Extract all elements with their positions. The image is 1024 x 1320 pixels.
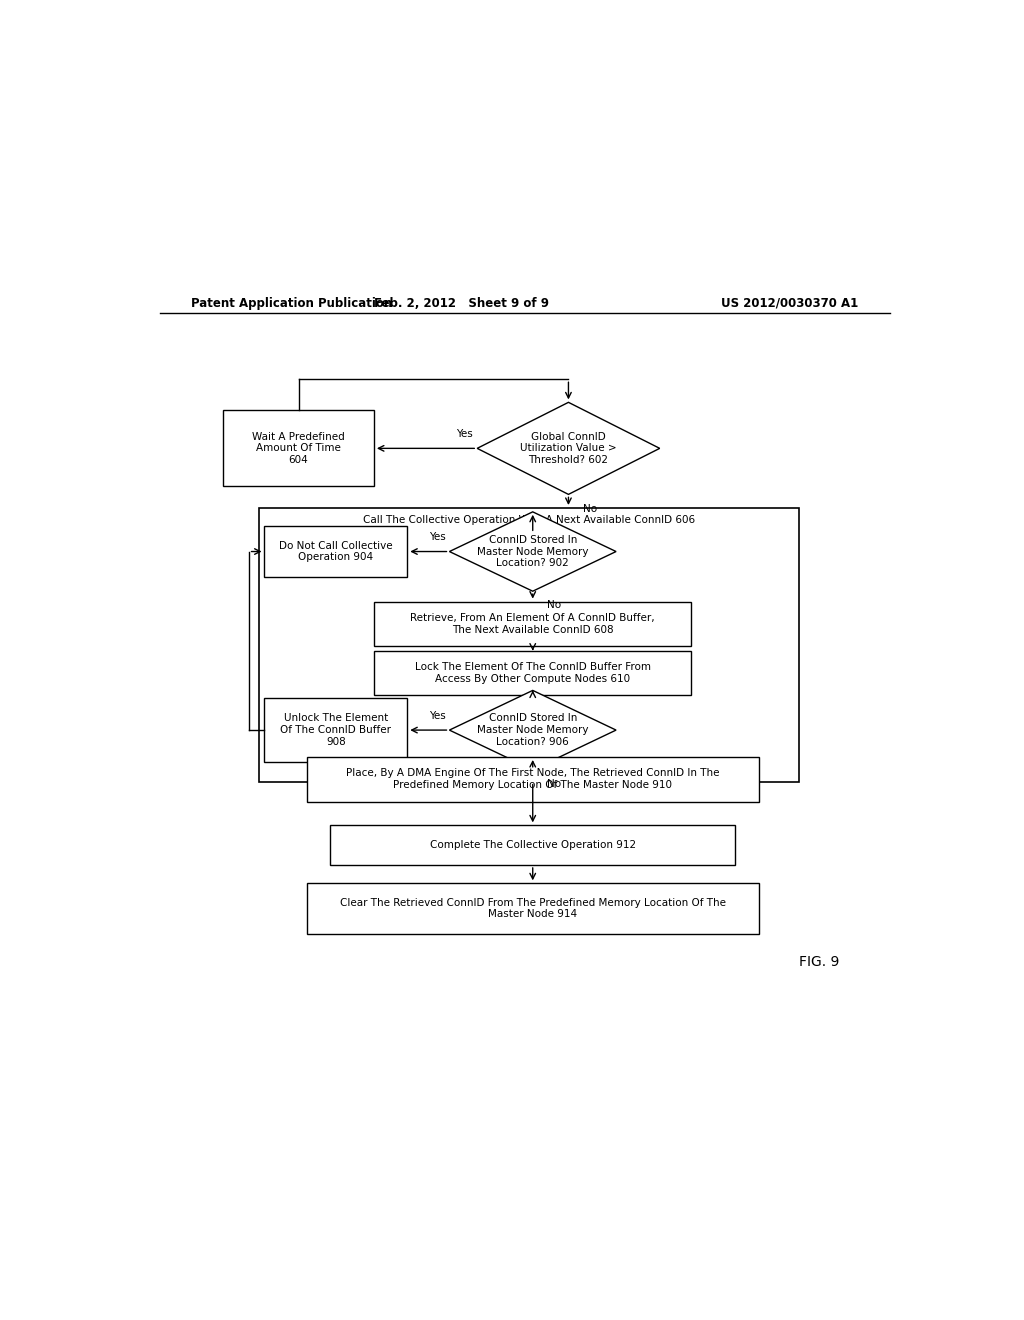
- Text: Clear The Retrieved ConnID From The Predefined Memory Location Of The
Master Nod: Clear The Retrieved ConnID From The Pred…: [340, 898, 726, 920]
- Text: Do Not Call Collective
Operation 904: Do Not Call Collective Operation 904: [280, 541, 393, 562]
- Text: ConnID Stored In
Master Node Memory
Location? 902: ConnID Stored In Master Node Memory Loca…: [477, 535, 589, 568]
- Text: US 2012/0030370 A1: US 2012/0030370 A1: [721, 297, 858, 310]
- Text: FIG. 9: FIG. 9: [799, 954, 839, 969]
- Text: Yes: Yes: [429, 532, 445, 543]
- Text: Place, By A DMA Engine Of The First Node, The Retrieved ConnID In The
Predefined: Place, By A DMA Engine Of The First Node…: [346, 768, 720, 791]
- FancyBboxPatch shape: [374, 602, 691, 645]
- Text: Wait A Predefined
Amount Of Time
604: Wait A Predefined Amount Of Time 604: [252, 432, 345, 465]
- FancyBboxPatch shape: [374, 651, 691, 696]
- Text: Yes: Yes: [457, 429, 473, 438]
- FancyBboxPatch shape: [306, 883, 759, 935]
- FancyBboxPatch shape: [223, 411, 374, 487]
- Text: Lock The Element Of The ConnID Buffer From
Access By Other Compute Nodes 610: Lock The Element Of The ConnID Buffer Fr…: [415, 663, 650, 684]
- Text: No: No: [547, 601, 561, 610]
- Text: Call The Collective Operation With A Next Available ConnID 606: Call The Collective Operation With A Nex…: [362, 515, 695, 525]
- Polygon shape: [450, 512, 616, 591]
- FancyBboxPatch shape: [259, 508, 799, 781]
- Polygon shape: [477, 403, 659, 495]
- FancyBboxPatch shape: [264, 698, 408, 762]
- Text: ConnID Stored In
Master Node Memory
Location? 906: ConnID Stored In Master Node Memory Loca…: [477, 714, 589, 747]
- FancyBboxPatch shape: [306, 758, 759, 801]
- Text: Feb. 2, 2012   Sheet 9 of 9: Feb. 2, 2012 Sheet 9 of 9: [374, 297, 549, 310]
- Text: Global ConnID
Utilization Value >
Threshold? 602: Global ConnID Utilization Value > Thresh…: [520, 432, 616, 465]
- Text: No: No: [547, 779, 561, 789]
- Text: Unlock The Element
Of The ConnID Buffer
908: Unlock The Element Of The ConnID Buffer …: [281, 714, 391, 747]
- Text: Patent Application Publication: Patent Application Publication: [191, 297, 393, 310]
- FancyBboxPatch shape: [264, 527, 408, 577]
- Text: No: No: [583, 504, 597, 513]
- FancyBboxPatch shape: [331, 825, 735, 865]
- Text: Complete The Collective Operation 912: Complete The Collective Operation 912: [430, 840, 636, 850]
- Polygon shape: [450, 690, 616, 770]
- Text: Retrieve, From An Element Of A ConnID Buffer,
The Next Available ConnID 608: Retrieve, From An Element Of A ConnID Bu…: [411, 612, 655, 635]
- Text: Yes: Yes: [429, 710, 445, 721]
